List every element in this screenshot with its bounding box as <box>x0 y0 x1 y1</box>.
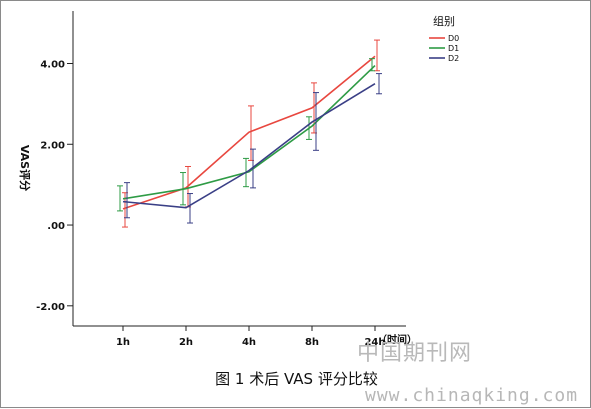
x-tick-label: 4h <box>242 337 256 348</box>
y-tick-label: 2.00 <box>40 140 65 151</box>
legend-title: 组别 <box>433 14 455 28</box>
y-axis-label: VAS评分 <box>18 145 32 191</box>
x-tick-label: 24h <box>364 337 385 348</box>
legend-label: D2 <box>448 54 459 63</box>
watermark-url: www.chinaqking.com <box>365 385 579 406</box>
legend-label: D1 <box>448 44 459 53</box>
x-axis-label: （时间） <box>377 333 417 346</box>
series-D2 <box>122 73 382 224</box>
x-tick-label: 2h <box>179 337 193 348</box>
x-tick-label: 1h <box>116 337 130 348</box>
series-line <box>122 83 376 209</box>
y-tick-label: 4.00 <box>40 60 65 71</box>
series-line <box>122 64 376 200</box>
y-tick-label: .00 <box>47 221 65 232</box>
legend-label: D0 <box>448 34 459 43</box>
x-tick-label: 8h <box>305 337 319 348</box>
series-group <box>117 39 382 228</box>
y-tick-label: -2.00 <box>36 302 65 313</box>
series-D1 <box>117 58 376 212</box>
figure-caption: 图 1 术后 VAS 评分比较 <box>215 370 378 388</box>
series-D0 <box>122 39 380 228</box>
x-ticks: 1h 2h 4h 8h 24h <box>116 326 386 348</box>
watermark-text-cn: 中国期刊网 <box>357 341 473 366</box>
y-ticks: 4.00 2.00 .00 -2.00 <box>36 60 73 313</box>
series-line <box>122 55 376 210</box>
